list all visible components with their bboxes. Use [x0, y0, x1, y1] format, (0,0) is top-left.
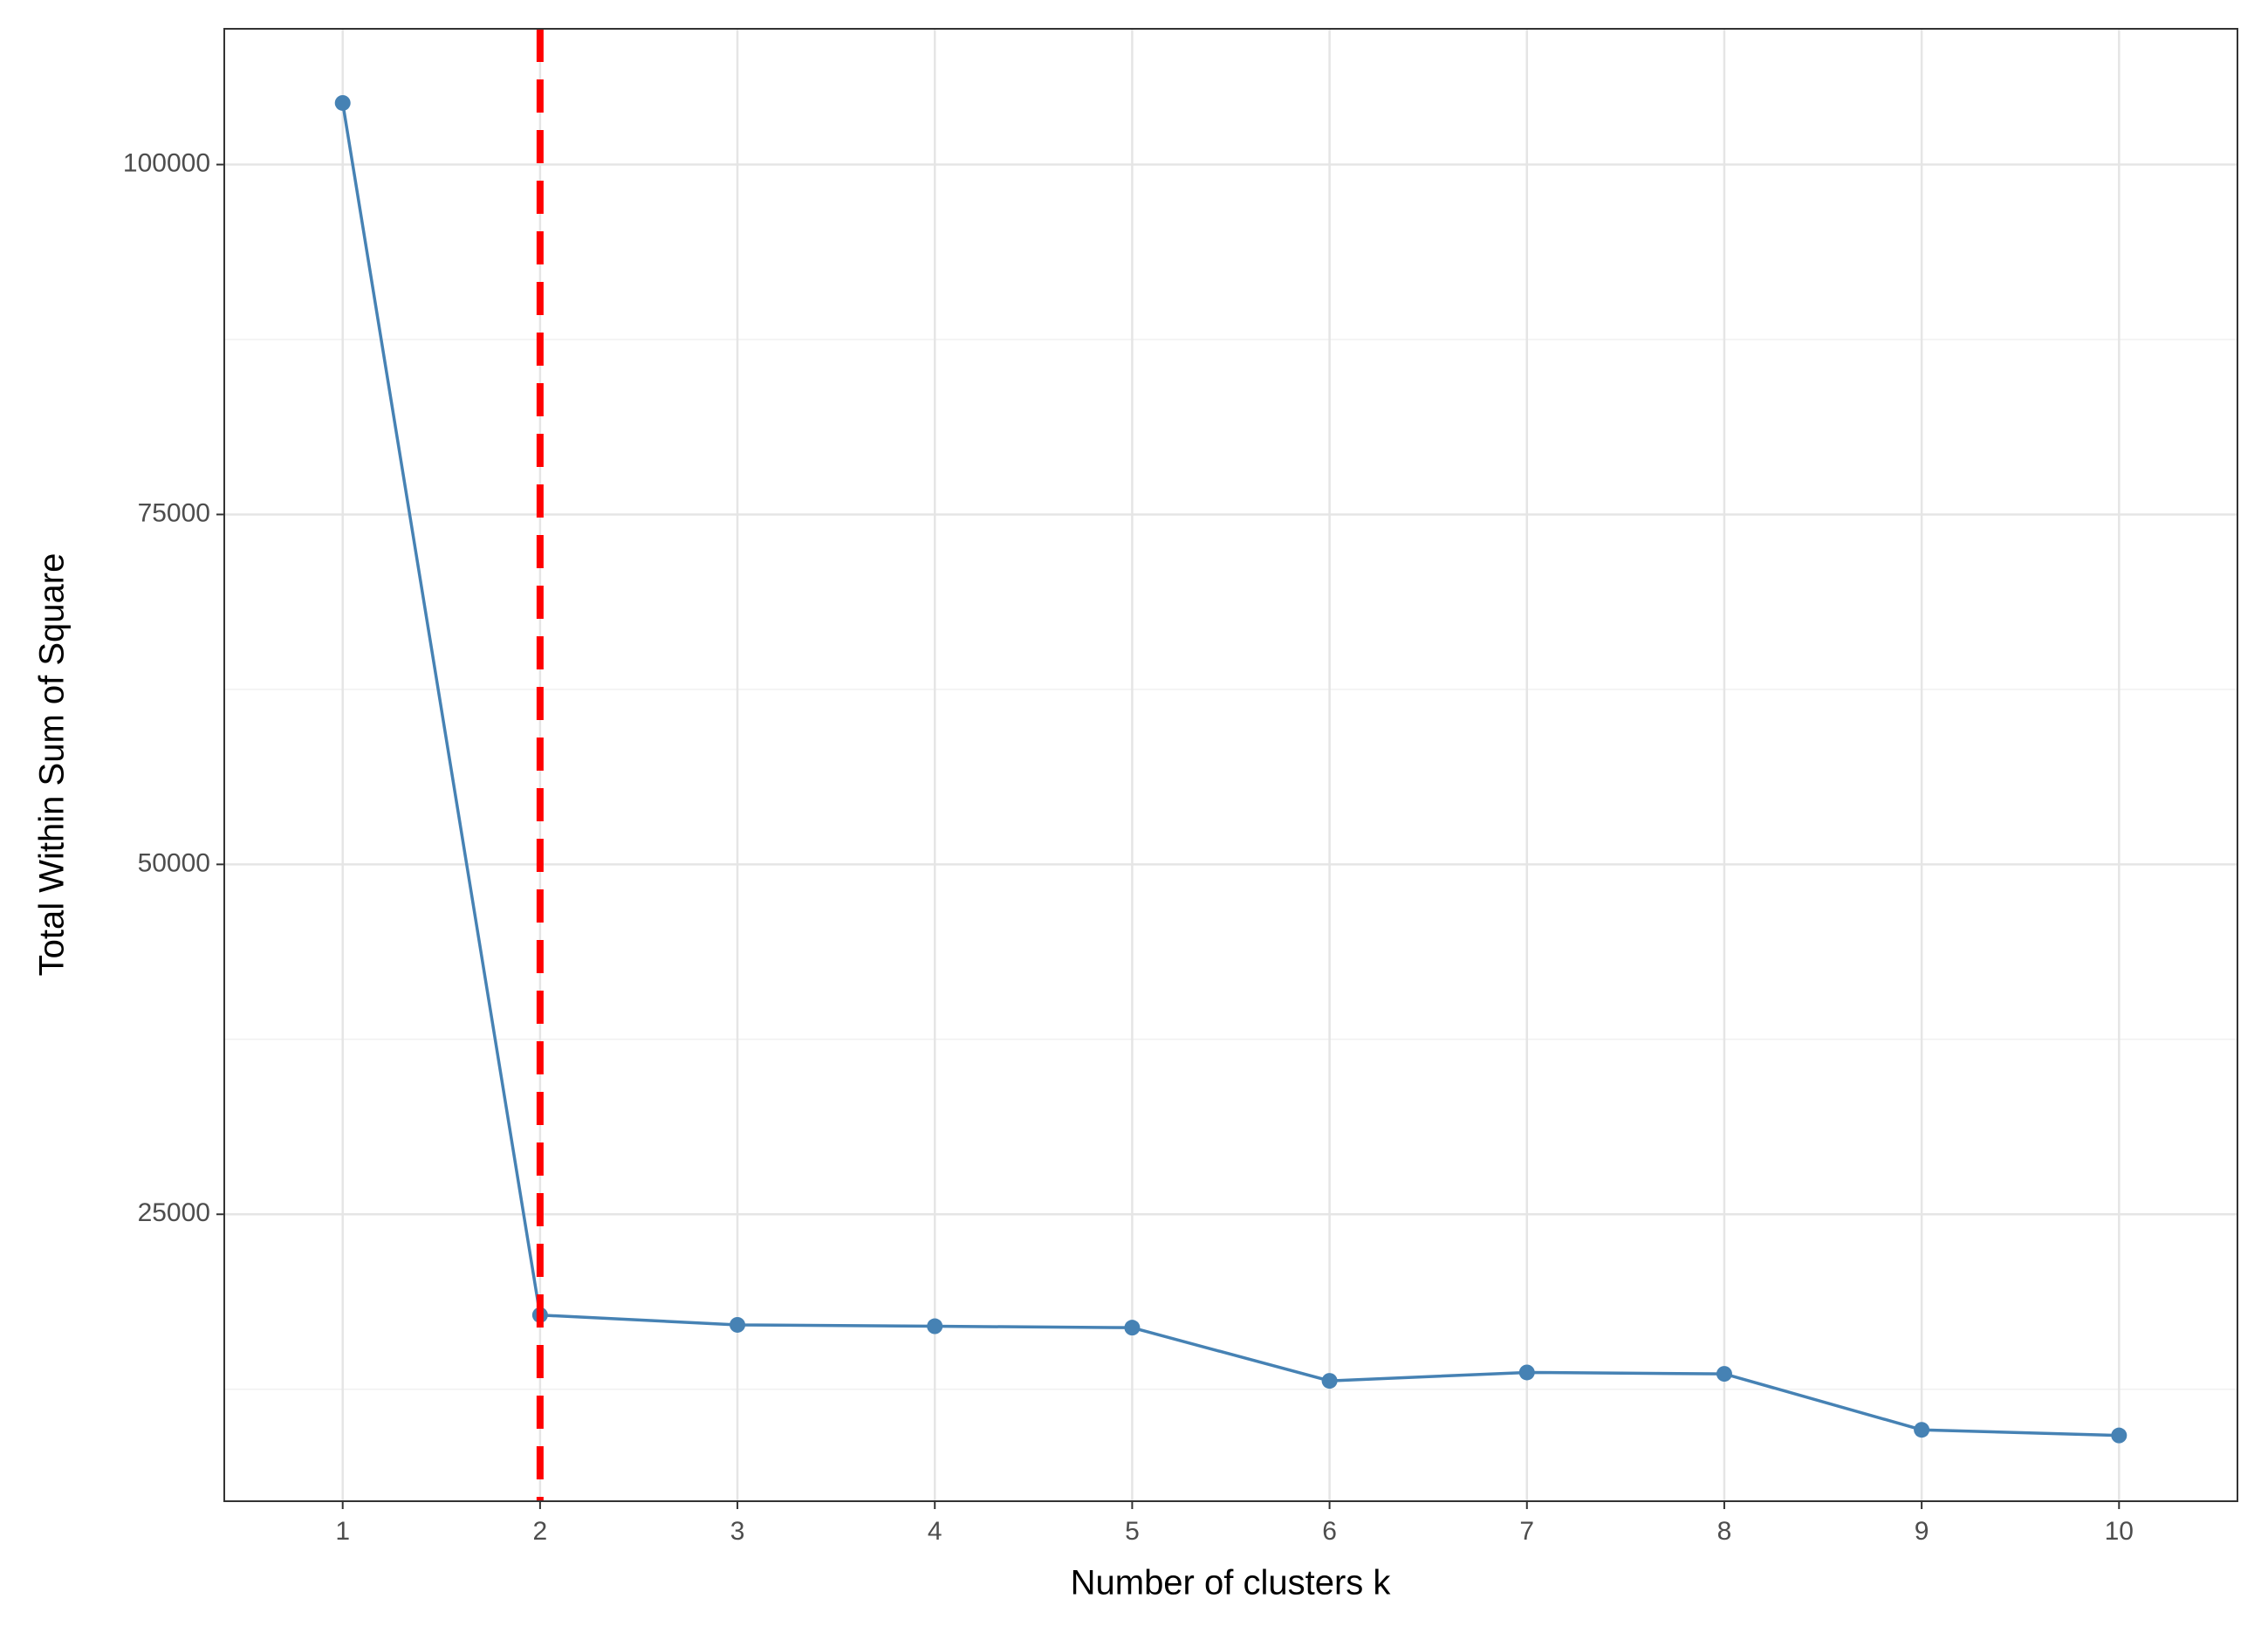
y-tick-label: 75000: [138, 498, 210, 527]
data-point: [1124, 1320, 1141, 1336]
x-tick-label: 4: [928, 1517, 942, 1546]
y-tick-label: 25000: [138, 1198, 210, 1227]
x-tick-label: 5: [1125, 1517, 1140, 1546]
data-point: [1914, 1422, 1930, 1438]
y-axis-title: Total Within Sum of Square: [33, 553, 72, 977]
data-point: [2111, 1427, 2128, 1444]
data-point: [1716, 1366, 1732, 1383]
data-point: [1321, 1373, 1338, 1389]
data-point: [334, 94, 351, 111]
x-tick-label: 6: [1322, 1517, 1337, 1546]
x-tick-label: 7: [1519, 1517, 1534, 1546]
data-point: [1518, 1364, 1535, 1381]
x-tick-label: 1: [335, 1517, 350, 1546]
data-point: [927, 1318, 943, 1335]
x-tick-label: 3: [730, 1517, 745, 1546]
x-tick-label: 10: [2105, 1517, 2134, 1546]
grid: [224, 29, 2237, 1501]
panel-border: [223, 28, 2238, 1502]
y-tick-label: 50000: [138, 848, 210, 877]
x-tick-label: 8: [1717, 1517, 1732, 1546]
x-axis-title: Number of clusters k: [1071, 1564, 1392, 1602]
series-line: [340, 102, 2120, 1437]
x-tick-label: 2: [533, 1517, 548, 1546]
x-tick-label: 9: [1915, 1517, 1929, 1546]
y-tick-label: 100000: [123, 148, 210, 177]
data-point: [730, 1316, 746, 1333]
marks: [334, 29, 2128, 1501]
